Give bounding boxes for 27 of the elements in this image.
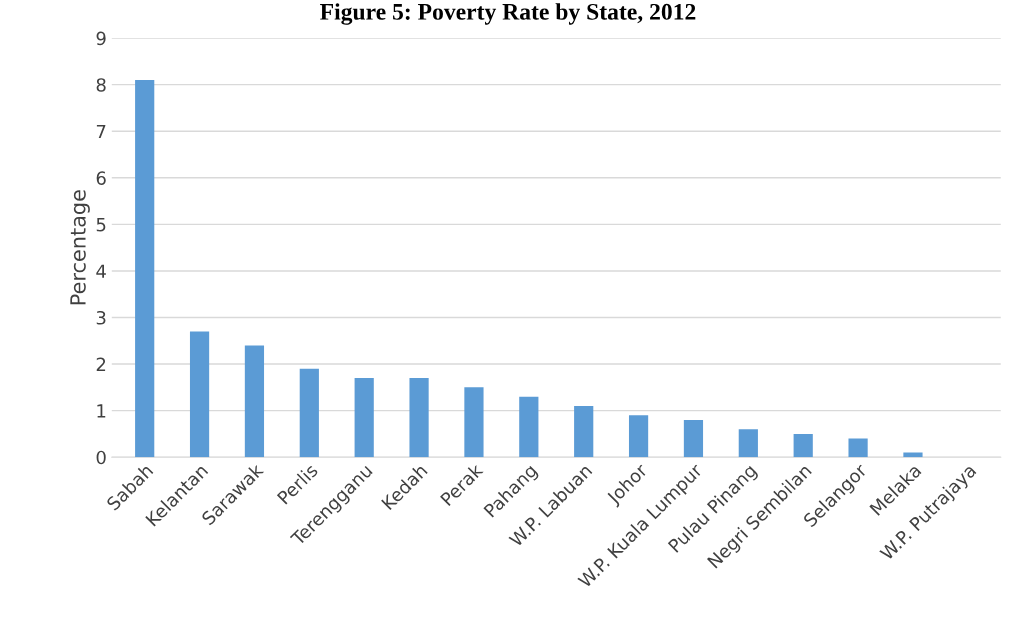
bar (628, 415, 649, 458)
y-tick-label: 1 (97, 404, 106, 418)
bar (793, 433, 813, 458)
chart-title: Figure 5: Poverty Rate by State, 2012 (320, 3, 696, 25)
bar (354, 378, 374, 458)
y-tick-label: 6 (96, 171, 106, 185)
bar (244, 345, 265, 458)
y-tick-label: 8 (96, 78, 106, 92)
bar (299, 368, 319, 458)
bar (683, 419, 704, 458)
bar (464, 387, 484, 458)
bar (135, 80, 155, 458)
bar (848, 438, 868, 458)
bar (519, 396, 539, 458)
y-tick-label: 0 (96, 450, 106, 465)
bar (903, 452, 923, 458)
bar (189, 331, 210, 458)
y-tick-label: 2 (96, 357, 106, 371)
y-tick-label: 4 (96, 264, 106, 278)
y-tick-label: 5 (96, 218, 106, 232)
y-tick-label: 9 (96, 31, 106, 46)
bar (574, 405, 594, 458)
y-axis-title: Percentage (70, 190, 90, 305)
bar (738, 429, 758, 458)
y-tick-label: 3 (96, 310, 106, 325)
bar (409, 378, 429, 458)
y-tick-label: 7 (96, 124, 106, 139)
